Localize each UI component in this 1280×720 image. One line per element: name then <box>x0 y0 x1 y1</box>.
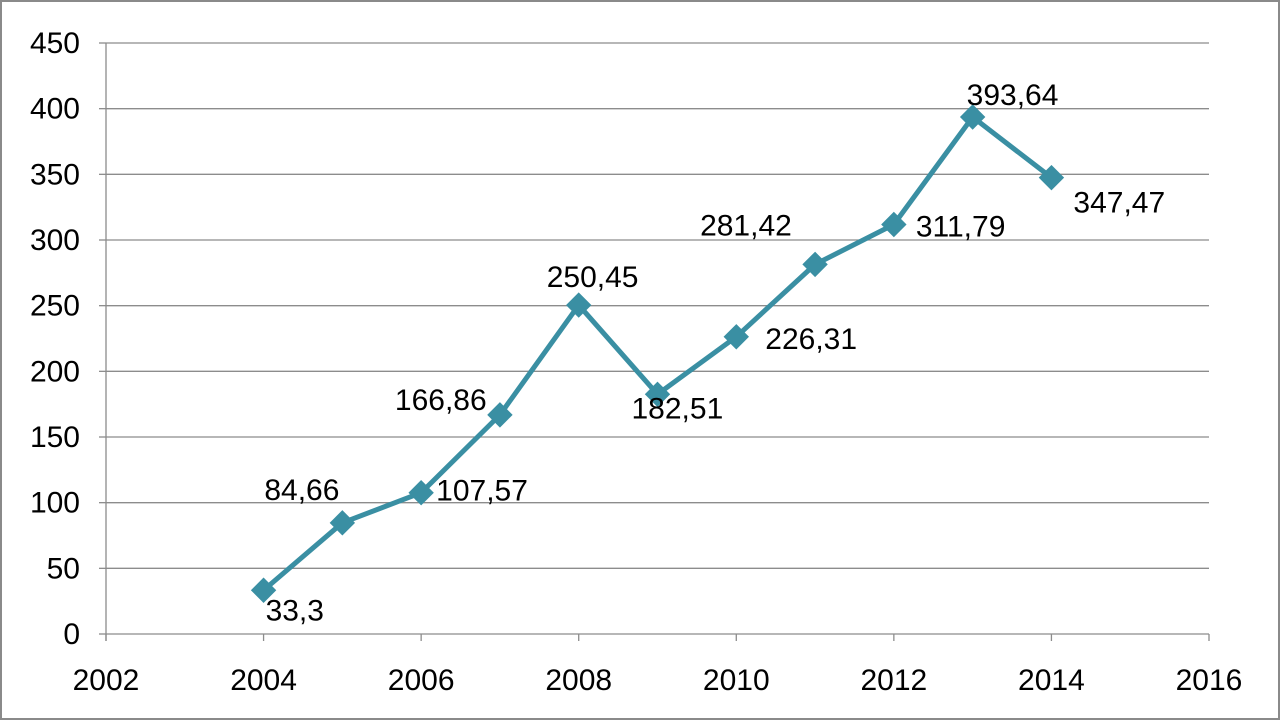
data-label: 182,51 <box>632 392 724 425</box>
data-point-marker <box>250 577 277 603</box>
data-label: 311,79 <box>916 211 1006 244</box>
data-point-marker <box>959 104 986 130</box>
data-label: 84,66 <box>264 474 339 507</box>
data-point-marker <box>1038 164 1065 191</box>
x-tick-label: 2016 <box>1176 664 1243 697</box>
data-label: 33,3 <box>266 594 324 627</box>
x-tick-label: 2010 <box>703 664 770 697</box>
x-tick-label: 2008 <box>545 664 612 697</box>
data-label: 393,64 <box>967 79 1059 112</box>
x-tick-label: 2012 <box>860 664 927 697</box>
y-tick-label: 150 <box>30 421 80 454</box>
y-tick-label: 0 <box>63 618 80 651</box>
x-tick-label: 2014 <box>1018 664 1085 697</box>
axes: 0 50 100 150 200 250 300 350 400 450 2002 2004 2006 2… <box>30 27 1242 697</box>
data-point-marker <box>881 211 907 238</box>
x-tick-label: 2006 <box>388 664 455 697</box>
x-tick-label: 2004 <box>230 664 297 697</box>
series <box>250 104 1065 603</box>
series-line <box>261 114 1053 593</box>
data-point-marker <box>566 292 592 318</box>
y-tick-label: 250 <box>30 290 80 323</box>
y-tick-label: 350 <box>30 158 80 191</box>
data-label: 347,47 <box>1073 187 1165 220</box>
data-label: 226,31 <box>765 323 857 356</box>
gridlines <box>106 42 1209 569</box>
y-tick-label: 50 <box>47 552 80 585</box>
y-tick-label: 400 <box>30 93 80 126</box>
data-label: 107,57 <box>436 475 528 508</box>
data-label: 281,42 <box>700 209 792 242</box>
data-point-marker <box>329 510 356 536</box>
y-tick-label: 100 <box>30 487 80 520</box>
data-point-marker <box>723 324 749 350</box>
y-tick-label: 450 <box>30 27 80 60</box>
y-tick-label: 300 <box>30 224 80 257</box>
data-point-marker <box>802 251 828 278</box>
data-labels: 33,3 84,66 107,57 166,86 250,45 182,51 226,31 2… <box>264 79 1165 627</box>
x-tick-label: 2002 <box>73 664 140 697</box>
data-point-marker <box>487 402 513 428</box>
data-label: 166,86 <box>395 384 487 417</box>
data-label: 250,45 <box>547 261 639 294</box>
y-tick-label: 200 <box>30 355 80 388</box>
data-point-marker <box>644 381 671 408</box>
data-point-marker <box>408 480 434 506</box>
